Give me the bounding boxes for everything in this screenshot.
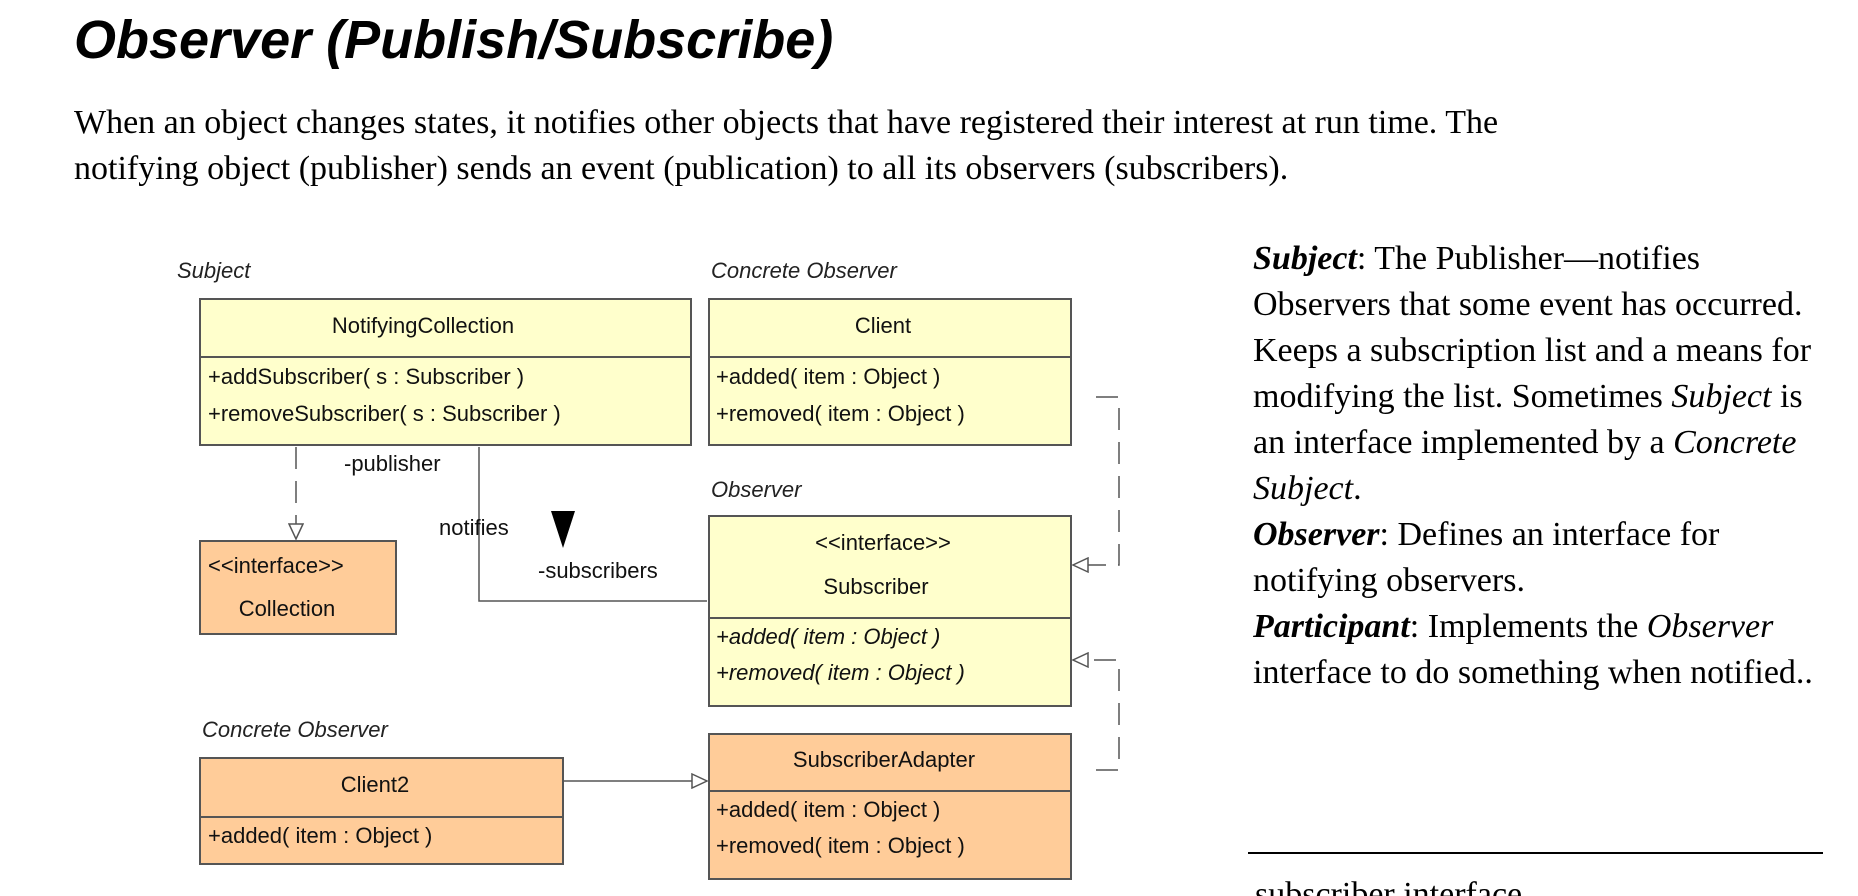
realization-adapter-connector bbox=[1073, 660, 1120, 771]
operation: +added( item : Object ) bbox=[716, 624, 940, 649]
class-subscriber: <<interface>> Subscriber +added( item : … bbox=[708, 515, 1072, 707]
class-client2: Client2 +added( item : Object ) bbox=[199, 757, 564, 865]
class-client: Client +added( item : Object ) +removed(… bbox=[708, 298, 1072, 446]
role-subscribers-label: -subscribers bbox=[538, 558, 658, 583]
operation: +added( item : Object ) bbox=[716, 364, 940, 389]
intro-paragraph: When an object changes states, it notifi… bbox=[74, 100, 1774, 192]
class-name: Client2 bbox=[341, 772, 409, 797]
label-concrete-observer-bottom: Concrete Observer bbox=[202, 717, 390, 742]
operation: +removeSubscriber( s : Subscriber ) bbox=[208, 401, 561, 426]
notifies-label: notifies bbox=[439, 515, 509, 540]
operation: +addSubscriber( s : Subscriber ) bbox=[208, 364, 524, 389]
association-connector bbox=[478, 447, 707, 602]
operation: +added( item : Object ) bbox=[208, 823, 432, 848]
class-stereotype: <<interface>> bbox=[815, 530, 951, 555]
class-box bbox=[199, 540, 397, 635]
class-subscriber-adapter: SubscriberAdapter +added( item : Object … bbox=[708, 733, 1072, 880]
operation: +removed( item : Object ) bbox=[716, 660, 965, 685]
class-box bbox=[708, 515, 1072, 707]
intro-line-1: When an object changes states, it notifi… bbox=[74, 104, 1499, 141]
class-box bbox=[199, 298, 692, 446]
horizontal-rule bbox=[1248, 852, 1823, 854]
subject-description: Subject: The Publisher—notifies Observer… bbox=[1253, 240, 1812, 507]
cut-off-text: subscriber interface bbox=[1255, 876, 1523, 896]
participant-term: Participant bbox=[1253, 608, 1410, 645]
class-name: NotifyingCollection bbox=[332, 313, 514, 338]
class-name: Client bbox=[855, 313, 911, 338]
class-stereotype: <<interface>> bbox=[208, 553, 344, 578]
direction-arrow-icon bbox=[551, 511, 575, 548]
class-name: Subscriber bbox=[823, 574, 928, 599]
subject-term: Subject bbox=[1253, 240, 1357, 277]
operation: +removed( item : Object ) bbox=[716, 833, 965, 858]
class-name: SubscriberAdapter bbox=[793, 747, 975, 772]
operation: +removed( item : Object ) bbox=[716, 401, 965, 426]
class-name: Collection bbox=[239, 596, 336, 621]
observer-term: Observer bbox=[1253, 516, 1380, 553]
description-panel: Subject: The Publisher—notifies Observer… bbox=[1253, 236, 1833, 696]
operation: +added( item : Object ) bbox=[716, 797, 940, 822]
class-box bbox=[199, 757, 564, 865]
page-title: Observer (Publish/Subscribe) bbox=[74, 10, 834, 70]
role-publisher-label: -publisher bbox=[344, 451, 441, 476]
class-collection: <<interface>> Collection bbox=[199, 540, 397, 635]
uml-class-diagram: Subject Concrete Observer Observer Concr… bbox=[177, 258, 1120, 880]
realization-client-connector bbox=[1073, 396, 1120, 565]
class-notifying-collection: NotifyingCollection +addSubscriber( s : … bbox=[199, 298, 692, 446]
class-box bbox=[708, 298, 1072, 446]
label-subject: Subject bbox=[177, 258, 251, 283]
label-observer: Observer bbox=[711, 477, 803, 502]
participant-description: Participant: Implements the Observer int… bbox=[1253, 608, 1813, 691]
class-box bbox=[708, 733, 1072, 880]
label-concrete-observer-top: Concrete Observer bbox=[711, 258, 899, 283]
observer-description: Observer: Defines an interface for notif… bbox=[1253, 516, 1720, 599]
intro-line-2: notifying object (publisher) sends an ev… bbox=[74, 150, 1289, 187]
